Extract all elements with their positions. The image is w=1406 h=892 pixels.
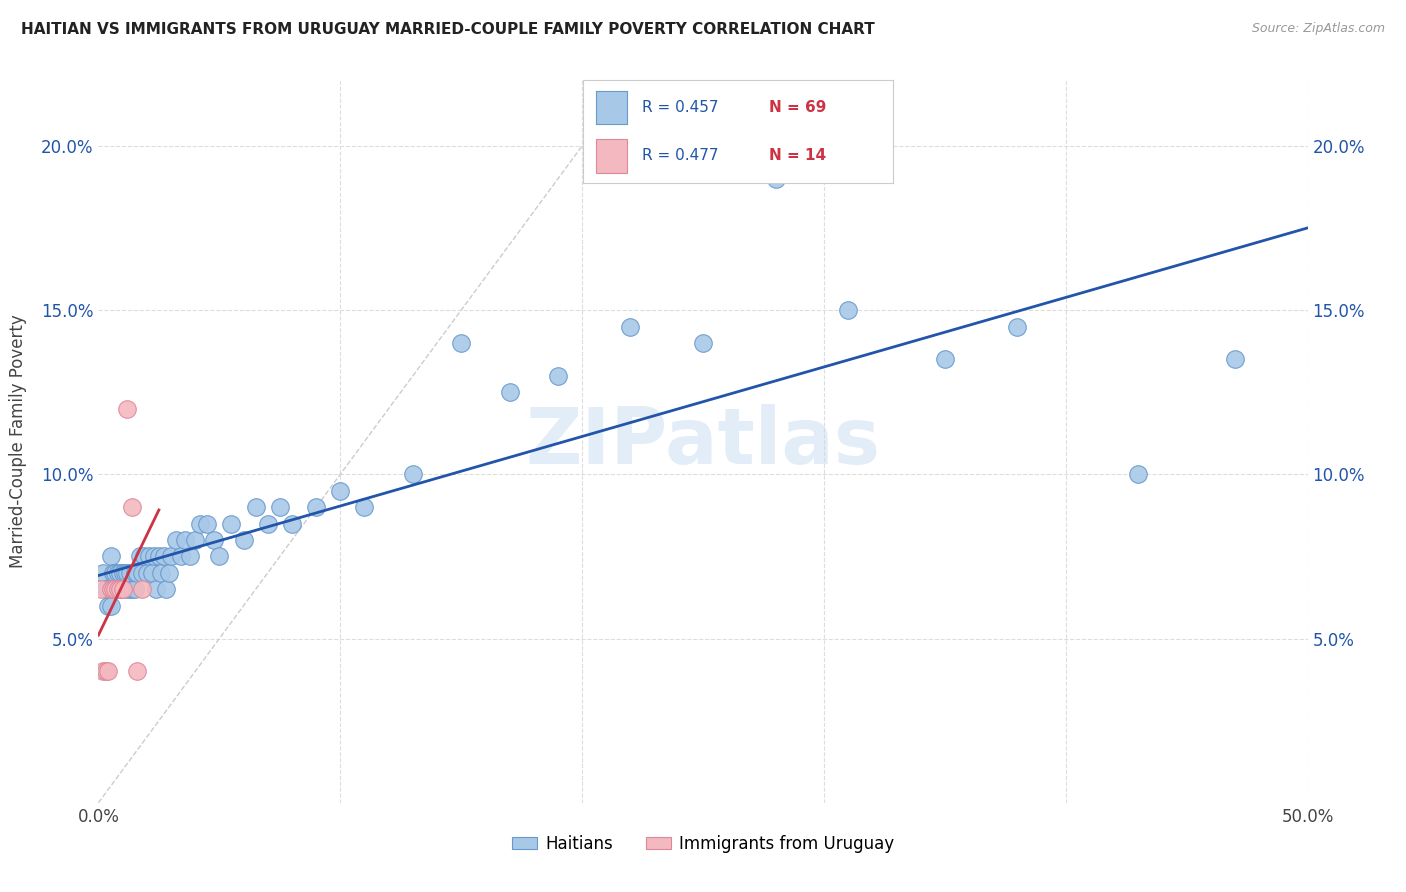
Point	[305, 500, 328, 515]
Point	[134, 549, 156, 564]
Point	[121, 582, 143, 597]
Point	[402, 467, 425, 482]
Point	[934, 352, 956, 367]
Point	[124, 582, 146, 597]
Point	[101, 566, 124, 580]
Legend: Haitians, Immigrants from Uruguay: Haitians, Immigrants from Uruguay	[505, 828, 901, 860]
Point	[547, 368, 569, 383]
Point	[169, 549, 191, 564]
Text: HAITIAN VS IMMIGRANTS FROM URUGUAY MARRIED-COUPLE FAMILY POVERTY CORRELATION CHA: HAITIAN VS IMMIGRANTS FROM URUGUAY MARRI…	[21, 22, 875, 37]
Point	[155, 582, 177, 597]
Point	[97, 599, 120, 613]
Point	[108, 566, 131, 580]
Point	[281, 516, 304, 531]
Point	[204, 533, 226, 547]
Point	[160, 549, 183, 564]
Point	[498, 385, 520, 400]
Point	[128, 549, 150, 564]
Point	[127, 665, 149, 679]
Point	[118, 582, 141, 597]
Text: Source: ZipAtlas.com: Source: ZipAtlas.com	[1251, 22, 1385, 36]
Point	[619, 319, 641, 334]
Point	[117, 582, 139, 597]
Point	[94, 582, 117, 597]
Point	[145, 582, 167, 597]
Point	[97, 665, 120, 679]
Point	[131, 566, 153, 580]
Point	[184, 533, 207, 547]
Point	[131, 582, 153, 597]
Point	[256, 516, 278, 531]
Point	[108, 582, 131, 597]
Point	[124, 566, 146, 580]
Point	[111, 566, 134, 580]
Point	[100, 549, 122, 564]
Point	[111, 582, 134, 597]
Point	[111, 582, 134, 597]
Point	[111, 582, 134, 597]
Point	[269, 500, 291, 515]
Point	[107, 582, 129, 597]
Point	[138, 549, 160, 564]
FancyBboxPatch shape	[596, 91, 627, 124]
Point	[765, 171, 787, 186]
Point	[141, 566, 163, 580]
Point	[1007, 319, 1029, 334]
Point	[127, 566, 149, 580]
Point	[104, 582, 127, 597]
Point	[90, 582, 112, 597]
Point	[143, 549, 166, 564]
Point	[157, 566, 180, 580]
Point	[107, 582, 129, 597]
Text: R = 0.477: R = 0.477	[643, 148, 718, 163]
Point	[135, 566, 157, 580]
Point	[94, 665, 117, 679]
Point	[121, 500, 143, 515]
Point	[104, 566, 127, 580]
Point	[245, 500, 267, 515]
Point	[152, 549, 174, 564]
Point	[114, 566, 136, 580]
Point	[118, 566, 141, 580]
Text: R = 0.457: R = 0.457	[643, 100, 718, 115]
Point	[450, 336, 472, 351]
Point	[837, 303, 859, 318]
Point	[100, 599, 122, 613]
Point	[329, 483, 352, 498]
Point	[1223, 352, 1246, 367]
Point	[195, 516, 218, 531]
Point	[117, 401, 139, 416]
Point	[104, 582, 127, 597]
Text: N = 69: N = 69	[769, 100, 827, 115]
Point	[692, 336, 714, 351]
Point	[101, 582, 124, 597]
Point	[221, 516, 243, 531]
Point	[108, 582, 131, 597]
Text: N = 14: N = 14	[769, 148, 827, 163]
Point	[353, 500, 375, 515]
Point	[91, 665, 114, 679]
Point	[148, 549, 170, 564]
Point	[101, 582, 124, 597]
Point	[107, 566, 129, 580]
Point	[174, 533, 197, 547]
Point	[232, 533, 254, 547]
Point	[165, 533, 187, 547]
Point	[150, 566, 173, 580]
Point	[1128, 467, 1150, 482]
Point	[91, 566, 114, 580]
Point	[179, 549, 201, 564]
Point	[117, 566, 139, 580]
FancyBboxPatch shape	[596, 139, 627, 173]
Y-axis label: Married-Couple Family Poverty: Married-Couple Family Poverty	[10, 315, 27, 568]
Point	[100, 582, 122, 597]
Text: ZIPatlas: ZIPatlas	[526, 403, 880, 480]
Point	[188, 516, 211, 531]
Point	[208, 549, 231, 564]
